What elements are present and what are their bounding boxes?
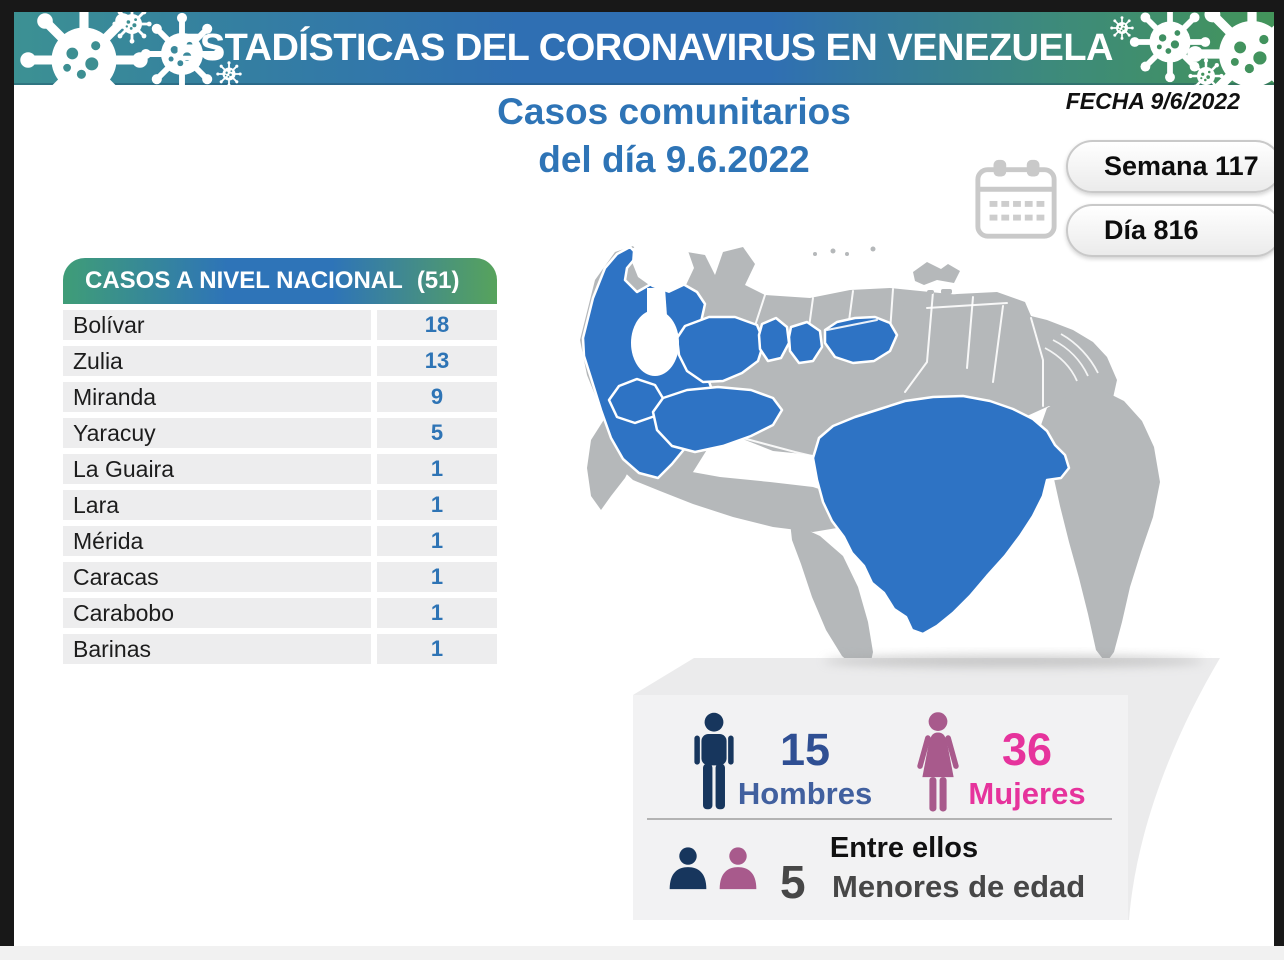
women-label: Mujeres <box>968 776 1086 811</box>
table-row: Bolívar 18 <box>63 310 497 340</box>
infographic-page: ESTADÍSTICAS DEL CORONAVIRUS EN VENEZUEL… <box>14 12 1274 946</box>
man-icon <box>694 712 734 810</box>
state-cases: 1 <box>377 598 497 628</box>
woman-icon <box>917 712 959 812</box>
page-title-line1: Casos comunitarios <box>497 91 851 132</box>
state-cases: 13 <box>377 346 497 376</box>
table-row: Lara 1 <box>63 490 497 520</box>
table-row: La Guaira 1 <box>63 454 497 484</box>
table-row: Carabobo 1 <box>63 598 497 628</box>
minors-label: Menores de edad <box>832 869 1086 904</box>
state-cases: 1 <box>377 490 497 520</box>
state-carabobo <box>787 320 824 365</box>
state-name: Zulia <box>63 346 371 376</box>
state-name: Barinas <box>63 634 371 664</box>
bottom-strip <box>0 946 1284 960</box>
men-label: Hombres <box>737 776 873 811</box>
table-row: Mérida 1 <box>63 526 497 556</box>
state-name: Miranda <box>63 382 371 412</box>
state-cases: 9 <box>377 382 497 412</box>
state-cases: 18 <box>377 310 497 340</box>
cases-table-header: CASOS A NIVEL NACIONAL (51) <box>63 258 497 304</box>
banner-title: ESTADÍSTICAS DEL CORONAVIRUS EN VENEZUEL… <box>174 27 1114 69</box>
week-badge: Semana 117 <box>1066 140 1274 193</box>
page-title-line2: del día 9.6.2022 <box>538 139 810 181</box>
man-bust-icon <box>669 847 707 890</box>
cases-table: Bolívar 18 Zulia 13 Miranda 9 Yaracuy 5 La G… <box>63 310 497 670</box>
state-name: Carabobo <box>63 598 371 628</box>
state-bolivar <box>811 394 1071 636</box>
state-name: La Guaira <box>63 454 371 484</box>
minors-icons <box>666 846 760 890</box>
table-row: Yaracuy 5 <box>63 418 497 448</box>
state-barinas <box>651 385 784 454</box>
state-cases: 1 <box>377 454 497 484</box>
table-row: Zulia 13 <box>63 346 497 376</box>
header-banner: ESTADÍSTICAS DEL CORONAVIRUS EN VENEZUEL… <box>14 12 1274 85</box>
state-name: Caracas <box>63 562 371 592</box>
women-count: 36 <box>1001 724 1053 775</box>
state-cases: 1 <box>377 634 497 664</box>
state-cases: 1 <box>377 562 497 592</box>
woman-bust-icon <box>719 847 757 890</box>
state-miranda-caracas-laguaira <box>823 315 899 365</box>
minors-intro: Entre ellos <box>829 832 979 864</box>
table-row: Caracas 1 <box>63 562 497 592</box>
state-cases: 1 <box>377 526 497 556</box>
demographics-panel <box>633 655 1220 920</box>
state-name: Mérida <box>63 526 371 556</box>
venezuela-map <box>580 245 1160 669</box>
state-cases: 5 <box>377 418 497 448</box>
date-label: FECHA 9/6/2022 <box>1065 88 1240 114</box>
men-stat: 15 Hombres <box>730 726 880 812</box>
day-badge: Día 816 <box>1066 204 1274 257</box>
islands <box>813 246 960 294</box>
minors-count: 5 <box>780 856 806 908</box>
panel-divider <box>647 818 1112 820</box>
state-name: Yaracuy <box>63 418 371 448</box>
men-count: 15 <box>779 724 831 775</box>
cases-table-title: CASOS A NIVEL NACIONAL <box>85 267 403 294</box>
page-title: Casos comunitarios del día 9.6.2022 <box>324 88 1024 184</box>
table-row: Barinas 1 <box>63 634 497 664</box>
calendar-icon <box>975 159 1057 239</box>
cases-total: (51) <box>416 267 460 294</box>
table-row: Miranda 9 <box>63 382 497 412</box>
women-stat: 36 Mujeres <box>952 726 1102 812</box>
state-name: Bolívar <box>63 310 371 340</box>
state-name: Lara <box>63 490 371 520</box>
